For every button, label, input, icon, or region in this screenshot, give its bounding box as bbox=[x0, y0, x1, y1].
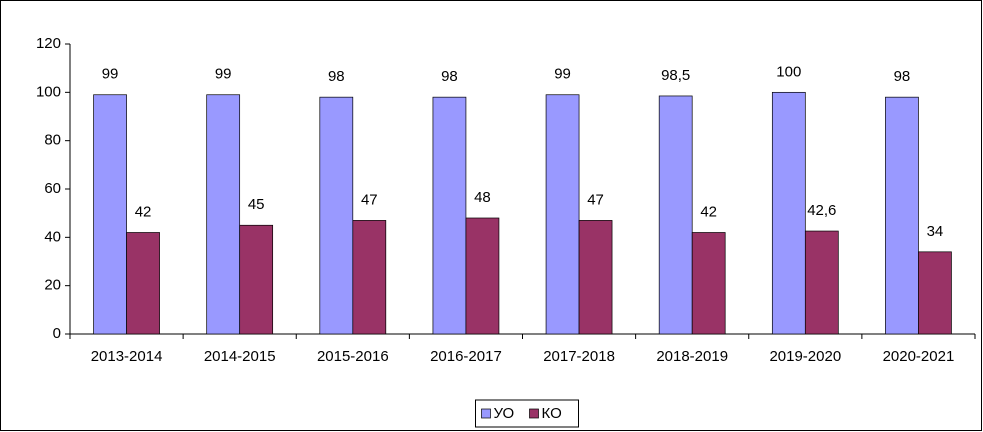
data-label: 99 bbox=[215, 66, 232, 83]
data-label: 99 bbox=[102, 66, 119, 83]
bar bbox=[239, 224, 274, 335]
legend-label: КО bbox=[542, 405, 562, 422]
bar bbox=[658, 95, 693, 335]
x-tick-label: 2013-2014 bbox=[91, 348, 163, 365]
data-label: 98 bbox=[441, 68, 458, 85]
x-tick-label: 2019-2020 bbox=[769, 348, 841, 365]
x-tick-label: 2020-2021 bbox=[883, 348, 955, 365]
bar bbox=[691, 232, 726, 335]
data-label: 98 bbox=[328, 68, 345, 85]
y-tick-label: 20 bbox=[44, 277, 61, 294]
bar bbox=[126, 232, 160, 335]
legend-swatch bbox=[529, 408, 539, 419]
data-label: 42 bbox=[135, 203, 152, 220]
legend-swatch bbox=[481, 408, 491, 419]
legend-box bbox=[475, 399, 579, 428]
data-label: 42 bbox=[700, 203, 717, 220]
bar bbox=[804, 230, 839, 335]
bar bbox=[918, 251, 952, 335]
data-label: 48 bbox=[474, 189, 491, 206]
data-label: 98 bbox=[894, 68, 911, 85]
bar bbox=[319, 96, 354, 335]
y-tick-label: 40 bbox=[44, 228, 61, 245]
data-label: 98,5 bbox=[661, 67, 690, 84]
legend-label: УО bbox=[494, 405, 515, 422]
y-tick-label: 120 bbox=[36, 35, 61, 52]
bar bbox=[771, 91, 806, 335]
bar bbox=[352, 220, 387, 335]
data-label: 45 bbox=[248, 196, 265, 213]
x-tick-label: 2016-2017 bbox=[430, 348, 502, 365]
data-label: 99 bbox=[554, 66, 571, 83]
x-tick-label: 2014-2015 bbox=[204, 348, 276, 365]
bar bbox=[885, 96, 919, 335]
data-label: 47 bbox=[361, 191, 378, 208]
x-tick-label: 2017-2018 bbox=[543, 348, 615, 365]
y-tick-label: 0 bbox=[53, 325, 61, 342]
bar bbox=[545, 94, 580, 335]
x-tick-label: 2018-2019 bbox=[656, 348, 728, 365]
bar bbox=[93, 94, 127, 335]
x-tick-label: 2015-2016 bbox=[317, 348, 389, 365]
data-label: 34 bbox=[927, 223, 944, 240]
y-tick-label: 60 bbox=[44, 180, 61, 197]
bar bbox=[465, 217, 500, 335]
bar bbox=[206, 94, 241, 335]
bar bbox=[578, 220, 613, 335]
y-tick-label: 80 bbox=[44, 132, 61, 149]
data-label: 42,6 bbox=[807, 202, 836, 219]
bar bbox=[432, 96, 467, 335]
data-label: 100 bbox=[776, 63, 801, 80]
y-tick-label: 100 bbox=[36, 83, 61, 100]
data-label: 47 bbox=[587, 191, 604, 208]
